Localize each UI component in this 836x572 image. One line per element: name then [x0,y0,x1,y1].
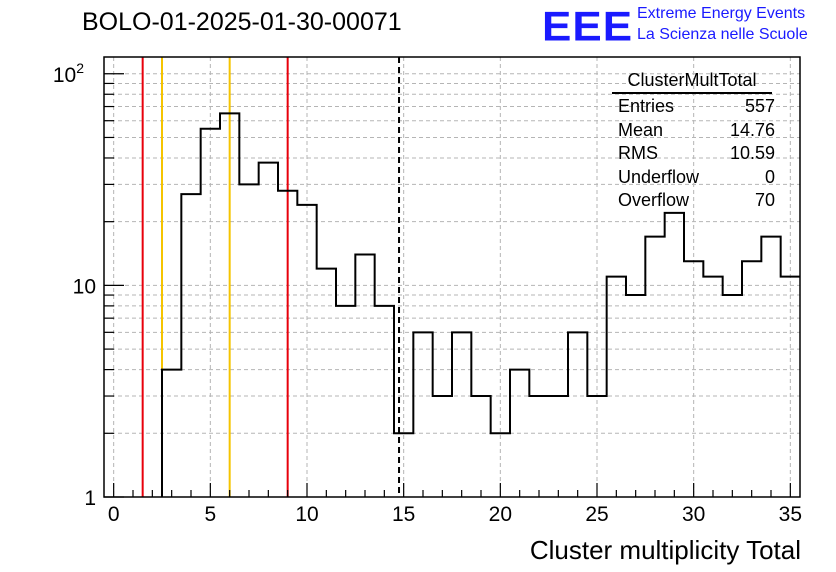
stats-row-underflow: Underflow 0 [618,166,775,187]
logo-line-2: La Scienza nelle Scuole [637,26,808,43]
stats-title: ClusterMultTotal [612,70,772,94]
x-tick-label: 0 [108,503,120,526]
axis-ticks [104,73,791,498]
logo-caption: Extreme Energy Events La Scienza nelle S… [637,3,808,45]
histogram-series [161,112,800,497]
stats-row-mean: Mean 14.76 [618,119,775,140]
y-tick-exponent: 2 [76,60,84,76]
x-axis-label: Cluster multiplicity Total [530,535,801,565]
x-tick-label: 5 [204,503,216,526]
y-tick-label: 1 [84,487,96,510]
x-tick-label: 25 [585,503,608,526]
y-tick-label: 10 [73,275,96,298]
stats-row-entries: Entries 557 [618,96,775,116]
y-tick-label: 102 [53,60,84,87]
chart-title: BOLO-01-2025-01-30-00071 [82,8,402,36]
x-tick-label: 15 [392,503,415,526]
x-tick-label: 35 [779,503,802,526]
x-tick-label: 30 [682,503,705,526]
stats-row-rms: RMS 10.59 [618,143,775,163]
stats-box: ClusterMultTotal Entries 557 Mean 14.76 RM… [612,70,782,213]
eee-logo: EEE [542,3,634,50]
plot-frame [103,56,801,498]
stats-row-overflow: Overflow 70 [618,190,775,210]
x-tick-label: 10 [295,503,318,526]
x-tick-label: 20 [489,503,512,526]
logo-line-1: Extreme Energy Events [637,5,806,22]
